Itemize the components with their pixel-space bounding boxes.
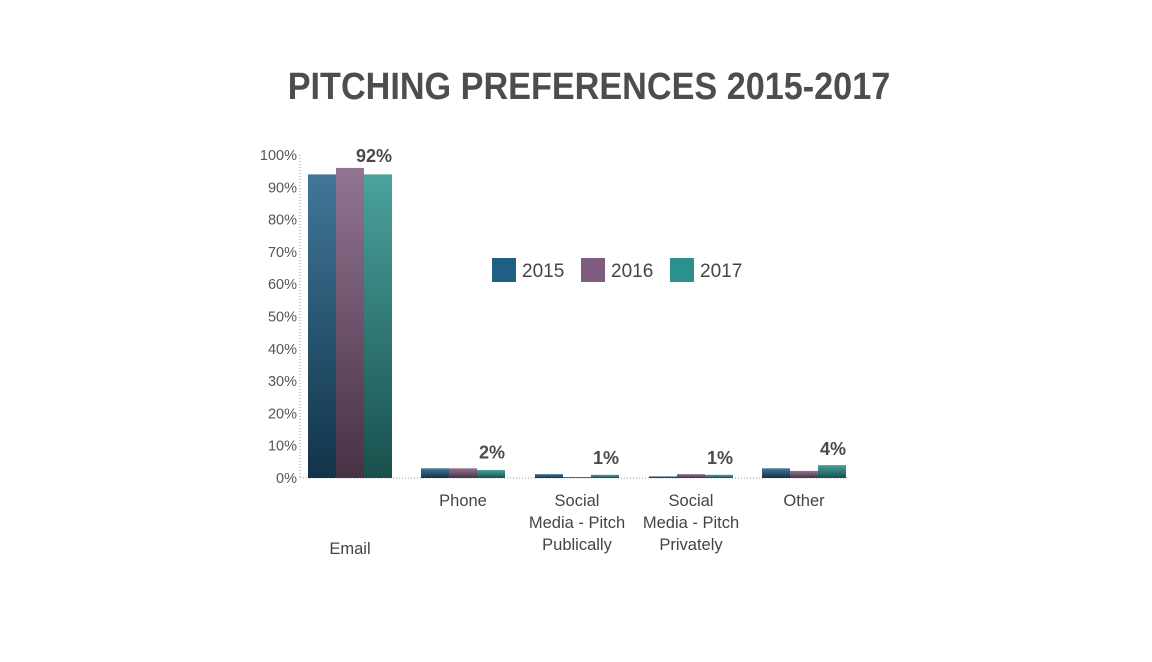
bar-2016	[790, 470, 818, 478]
y-tick-label: 40%	[268, 342, 297, 358]
bar-2017	[477, 469, 505, 478]
bar-2017	[364, 174, 392, 478]
bar-2016	[336, 167, 364, 479]
bar-2016	[449, 468, 477, 478]
category-label: Media - Pitch	[529, 514, 625, 532]
legend-swatch	[492, 258, 516, 282]
y-tick-label: 10%	[268, 439, 297, 455]
bar-2015	[649, 476, 677, 478]
bar-2015	[762, 468, 790, 478]
y-tick-label: 30%	[268, 374, 297, 390]
category-label: Privately	[659, 536, 723, 554]
legend-swatch	[670, 258, 694, 282]
labels: 92% Email 2% Phone 1% Social Media - Pitch Publ…	[329, 146, 846, 558]
y-tick-label: 20%	[268, 406, 297, 422]
y-tick-label: 100%	[260, 148, 297, 164]
bar-2017	[705, 474, 733, 478]
y-tick-label: 90%	[268, 180, 297, 196]
data-label: 1%	[593, 448, 619, 468]
bar-2015	[535, 474, 563, 478]
data-label: 4%	[820, 439, 846, 459]
y-tick-label: 50%	[268, 310, 297, 326]
legend-label: 2015	[522, 261, 564, 282]
category-label: Email	[329, 540, 370, 558]
legend-label: 2016	[611, 261, 653, 282]
legend-swatch	[581, 258, 605, 282]
y-tick-label: 70%	[268, 245, 297, 261]
category-label: Other	[783, 492, 825, 510]
data-label: 92%	[356, 146, 392, 166]
bar-2016	[563, 477, 591, 478]
chart-title: PITCHING PREFERENCES 2015-2017	[287, 66, 891, 108]
legend: 2015 2016 2017	[492, 258, 742, 282]
category-label: Media - Pitch	[643, 514, 739, 532]
category-label: Social	[555, 492, 600, 510]
y-tick-label: 0%	[276, 471, 297, 487]
legend-label: 2017	[700, 261, 742, 282]
bar-2017	[591, 474, 619, 478]
bar-2017	[818, 465, 846, 478]
y-axis: 0% 10% 20% 30% 40% 50% 60% 70% 80% 90% 100%	[260, 148, 848, 487]
y-tick-label: 60%	[268, 277, 297, 293]
category-label: Phone	[439, 492, 487, 510]
category-label: Social	[669, 492, 714, 510]
bars	[308, 167, 846, 479]
category-label: Publically	[542, 536, 612, 554]
bar-2015	[421, 468, 449, 478]
data-label: 2%	[479, 442, 505, 462]
y-tick-label: 80%	[268, 213, 297, 229]
bar-2015	[308, 174, 336, 478]
data-label: 1%	[707, 448, 733, 468]
bar-2016	[677, 474, 705, 478]
